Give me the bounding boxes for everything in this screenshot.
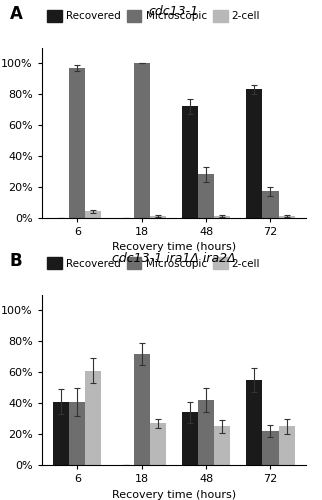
Bar (182, 412, 198, 465)
Legend: Recovered, Microscopic, 2-cell: Recovered, Microscopic, 2-cell (47, 258, 260, 270)
Bar (246, 380, 262, 465)
Bar (279, 216, 295, 218)
Bar (279, 426, 295, 465)
Bar (262, 431, 279, 465)
Text: cdc13-1 ira1Δ ira2Δ: cdc13-1 ira1Δ ira2Δ (112, 252, 236, 266)
Legend: Recovered, Microscopic, 2-cell: Recovered, Microscopic, 2-cell (47, 10, 260, 22)
X-axis label: Recovery time (hours): Recovery time (hours) (112, 242, 236, 252)
Bar (262, 191, 279, 218)
Bar (134, 63, 150, 218)
Text: cdc13-1: cdc13-1 (149, 5, 199, 18)
X-axis label: Recovery time (hours): Recovery time (hours) (112, 490, 236, 500)
Bar (69, 68, 85, 218)
Bar (182, 106, 198, 218)
Bar (214, 216, 230, 218)
Bar (85, 370, 101, 465)
Bar (150, 424, 166, 465)
Text: A: A (10, 5, 23, 23)
Bar (85, 212, 101, 218)
Bar (150, 216, 166, 218)
Bar (198, 174, 214, 218)
Bar (53, 402, 69, 465)
Bar (246, 89, 262, 218)
Bar (214, 426, 230, 465)
Text: B: B (10, 252, 22, 270)
Bar (134, 354, 150, 465)
Bar (69, 402, 85, 465)
Bar (198, 400, 214, 465)
